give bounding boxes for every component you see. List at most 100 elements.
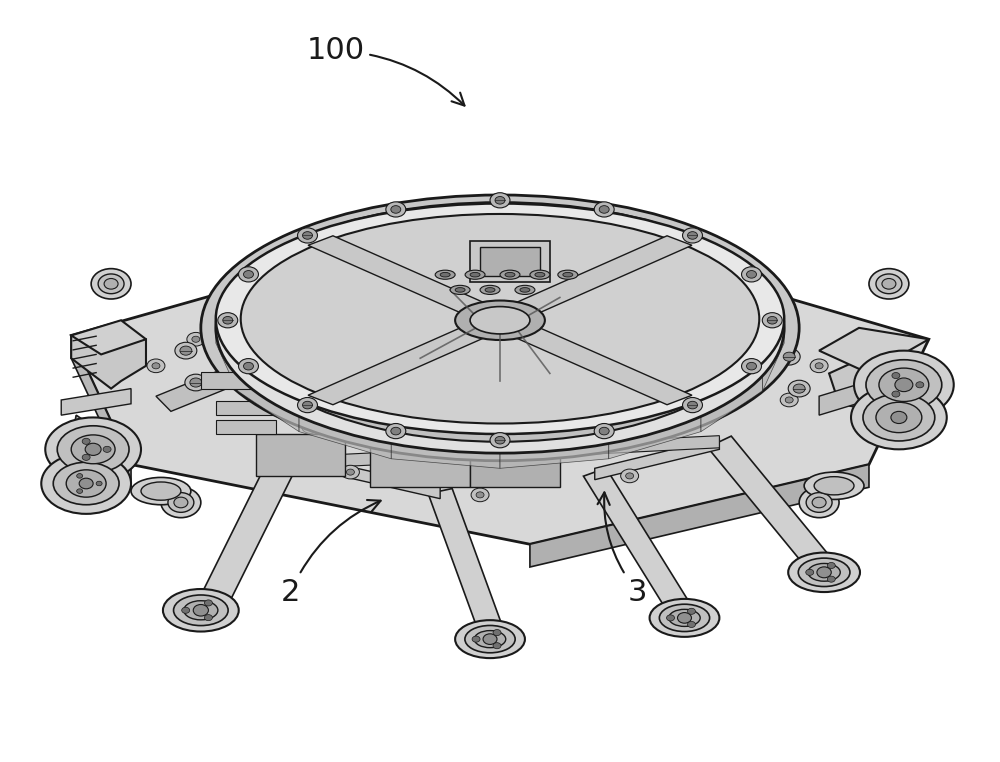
Circle shape — [96, 482, 102, 485]
Circle shape — [490, 193, 510, 208]
Circle shape — [82, 438, 90, 444]
Ellipse shape — [669, 610, 700, 626]
Ellipse shape — [520, 287, 530, 292]
Circle shape — [783, 352, 795, 361]
Polygon shape — [291, 436, 719, 469]
Circle shape — [168, 492, 194, 512]
Circle shape — [303, 402, 312, 409]
Circle shape — [594, 271, 606, 279]
Ellipse shape — [879, 368, 929, 402]
Polygon shape — [819, 381, 869, 415]
Ellipse shape — [450, 285, 470, 294]
Circle shape — [667, 615, 675, 621]
Circle shape — [242, 374, 260, 388]
Polygon shape — [299, 417, 391, 459]
Ellipse shape — [216, 203, 784, 434]
Circle shape — [742, 359, 761, 373]
Ellipse shape — [241, 214, 759, 442]
Ellipse shape — [455, 300, 545, 340]
Circle shape — [82, 454, 90, 460]
Circle shape — [491, 427, 509, 441]
Ellipse shape — [515, 285, 535, 294]
Bar — [216, 421, 276, 434]
Polygon shape — [71, 320, 146, 354]
Polygon shape — [583, 468, 691, 613]
Circle shape — [688, 402, 697, 409]
Ellipse shape — [474, 631, 506, 648]
Circle shape — [394, 271, 406, 279]
Circle shape — [626, 473, 634, 479]
Ellipse shape — [480, 285, 500, 294]
Circle shape — [489, 206, 511, 223]
Circle shape — [892, 391, 900, 397]
Circle shape — [204, 615, 212, 621]
Circle shape — [599, 427, 609, 435]
Circle shape — [496, 431, 504, 437]
Circle shape — [386, 202, 406, 217]
Circle shape — [239, 267, 258, 282]
Ellipse shape — [863, 394, 935, 441]
Circle shape — [104, 278, 118, 289]
Circle shape — [745, 378, 753, 384]
Polygon shape — [530, 465, 869, 567]
Polygon shape — [701, 376, 763, 431]
Circle shape — [152, 363, 160, 369]
Polygon shape — [500, 443, 609, 469]
Text: 3: 3 — [598, 492, 647, 607]
Ellipse shape — [45, 418, 141, 482]
Circle shape — [916, 382, 924, 388]
Circle shape — [298, 228, 317, 243]
Ellipse shape — [174, 595, 228, 626]
Circle shape — [493, 642, 501, 648]
Circle shape — [688, 232, 697, 239]
Ellipse shape — [798, 558, 850, 587]
Polygon shape — [291, 453, 440, 498]
Circle shape — [869, 269, 909, 299]
Circle shape — [594, 202, 614, 217]
Circle shape — [785, 397, 793, 403]
Text: 2: 2 — [281, 500, 381, 607]
Circle shape — [147, 359, 165, 373]
Circle shape — [391, 206, 401, 213]
Polygon shape — [595, 438, 719, 480]
Circle shape — [815, 363, 823, 369]
Polygon shape — [61, 389, 131, 415]
Ellipse shape — [201, 195, 799, 461]
Circle shape — [806, 569, 814, 575]
Polygon shape — [308, 325, 493, 405]
Text: 100: 100 — [306, 37, 464, 106]
Circle shape — [495, 437, 505, 444]
Polygon shape — [308, 235, 493, 316]
Circle shape — [882, 278, 896, 289]
Circle shape — [780, 393, 798, 407]
Circle shape — [490, 433, 510, 448]
Bar — [370, 446, 470, 487]
Circle shape — [175, 342, 197, 359]
Ellipse shape — [535, 273, 545, 277]
Ellipse shape — [71, 435, 115, 464]
Circle shape — [471, 488, 489, 501]
Polygon shape — [216, 328, 237, 391]
Circle shape — [98, 274, 124, 293]
Circle shape — [218, 312, 238, 328]
Circle shape — [193, 604, 208, 616]
Circle shape — [817, 567, 831, 578]
Polygon shape — [507, 325, 692, 405]
Circle shape — [895, 378, 913, 392]
Ellipse shape — [435, 271, 455, 279]
Polygon shape — [156, 366, 246, 411]
Ellipse shape — [241, 214, 759, 424]
Polygon shape — [71, 415, 116, 465]
Circle shape — [389, 267, 411, 283]
Circle shape — [493, 629, 501, 636]
Circle shape — [676, 424, 683, 430]
Circle shape — [79, 479, 93, 488]
Circle shape — [77, 489, 83, 493]
Circle shape — [747, 363, 757, 370]
Ellipse shape — [500, 271, 520, 279]
Ellipse shape — [163, 589, 239, 632]
Ellipse shape — [851, 386, 947, 450]
Ellipse shape — [53, 463, 119, 504]
Polygon shape — [829, 351, 919, 411]
Circle shape — [806, 492, 832, 512]
